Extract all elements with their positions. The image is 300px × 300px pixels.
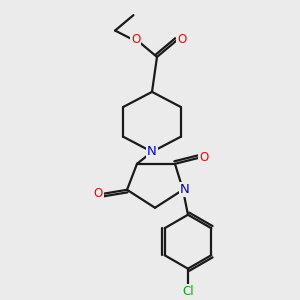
Text: O: O [177,33,187,46]
Text: O: O [131,33,140,46]
Text: N: N [180,183,190,196]
Text: O: O [93,187,103,200]
Text: N: N [147,145,157,158]
Text: O: O [199,151,208,164]
Text: Cl: Cl [182,285,194,298]
